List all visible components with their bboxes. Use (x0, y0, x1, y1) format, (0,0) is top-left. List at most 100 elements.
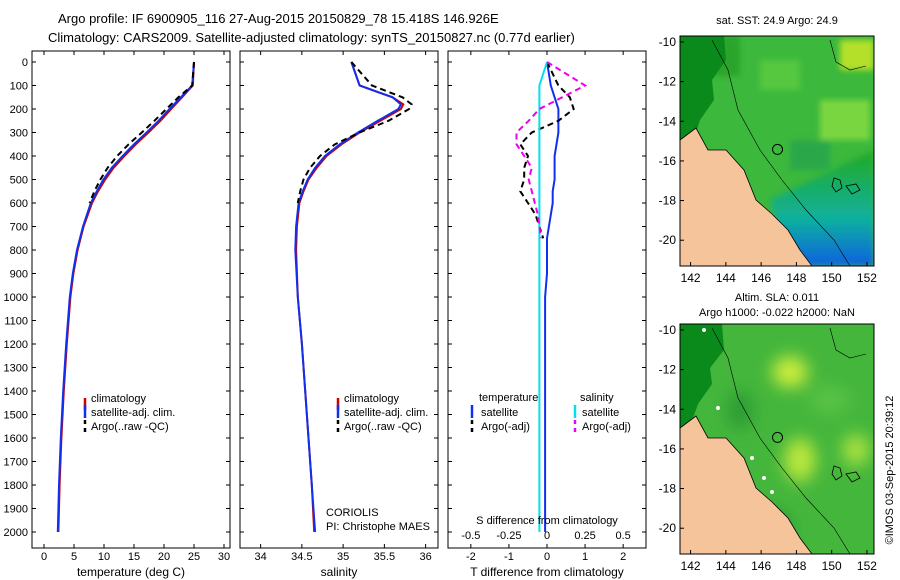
temperature-x-axis: 0 5 10 15 20 25 30 (41, 51, 230, 563)
depth-tick-label: 300 (10, 128, 28, 140)
x-tick-label: 2 (620, 551, 626, 563)
difference-axes-frame (447, 50, 647, 549)
s-diff-tick-label: 0.5 (616, 530, 631, 542)
map-y-tick-label: -16 (659, 442, 677, 456)
annotation-coriolis: CORIOLIS (326, 507, 379, 519)
series-line-salinity-argo-adj- (515, 61, 588, 239)
sla-map-subtitle: Argo h1000: -0.022 h2000: NaN (699, 307, 855, 319)
sla-cape-york-land (680, 324, 724, 432)
depth-tick-label: 400 (10, 151, 28, 163)
difference-legend: temperature salinity satellite satellite… (470, 392, 631, 433)
map-y-tick-label: -14 (659, 114, 677, 128)
header-line-1: Argo profile: IF 6900905_116 27-Aug-2015… (58, 11, 499, 26)
sla-low-anomaly (726, 390, 754, 430)
depth-tick-label: 1100 (4, 316, 28, 328)
t-difference-label: T difference from climatology (470, 565, 624, 579)
sst-queensland-land (680, 127, 813, 266)
sla-map-field (680, 324, 874, 554)
temperature-xlabel: temperature (deg C) (77, 565, 185, 579)
x-tick-label: 35 (337, 551, 349, 563)
sla-float-dots (702, 328, 774, 494)
depth-tick-label: 800 (10, 245, 28, 257)
x-tick-label: 15 (128, 551, 140, 563)
s-difference-label: S difference from climatology (476, 515, 618, 527)
salinity-panel: 34 34.5 35 35.5 36 salinity climatology sate… (239, 50, 439, 579)
map-y-tick-label: -20 (659, 233, 677, 247)
legend-temp-argo-label: Argo(-adj) (481, 421, 530, 433)
sst-warm-deep-region (770, 150, 874, 266)
depth-tick-label: 900 (10, 269, 28, 281)
salinity-x-axis: 34 34.5 35 35.5 36 (255, 51, 432, 563)
x-tick-label: 20 (158, 551, 170, 563)
sla-map-title: Altim. SLA: 0.011 (735, 292, 819, 304)
sst-patch (820, 100, 870, 140)
x-tick-label: 35.5 (374, 551, 395, 563)
map-y-tick-label: -20 (659, 521, 677, 535)
sla-argo-marker (772, 431, 783, 443)
map-y-tick-label: -10 (659, 323, 677, 337)
sla-float-dot (702, 328, 706, 332)
sst-argo-marker (772, 143, 783, 155)
depth-tick-label: 100 (10, 81, 28, 93)
salinity-legend: climatology satellite-adj. clim. Argo(..… (336, 393, 428, 433)
legend-argo-label: Argo(..raw -QC) (344, 421, 422, 433)
annotation-pi: PI: Christophe MAES (326, 521, 430, 533)
sst-map-title: sat. SST: 24.9 Argo: 24.9 (716, 15, 838, 27)
map-x-tick-label: 142 (681, 271, 701, 285)
map-x-tick-label: 144 (716, 559, 736, 573)
x-tick-label: 10 (98, 551, 110, 563)
legend-climatology-label: climatology (91, 393, 147, 405)
legend-salinity-title: salinity (580, 392, 614, 404)
salinity-depth-ticks (240, 61, 438, 533)
map-x-tick-label: 152 (857, 559, 877, 573)
depth-tick-label: 1300 (4, 363, 28, 375)
x-tick-label: -2 (466, 551, 476, 563)
series-line-temperature-satellite (544, 61, 560, 532)
depth-tick-label: 2000 (4, 527, 28, 539)
sst-cape-york-land (680, 36, 726, 150)
depth-tick-label: 1200 (4, 339, 28, 351)
sla-mid-anomaly (810, 386, 850, 414)
map-y-tick-label: -18 (659, 482, 677, 496)
sla-png-contour (829, 327, 867, 359)
difference-x-axis: -2 -1 0 1 2 -0.5 -0.25 0 0.25 0.5 (461, 51, 631, 563)
map-x-tick-label: 146 (751, 559, 771, 573)
sla-float-dot (762, 476, 766, 480)
sst-map-frame (679, 35, 875, 267)
map-x-tick-label: 142 (681, 559, 701, 573)
imos-credit: ©IMOS 03-Sep-2015 20:39:12 (884, 396, 896, 545)
sla-float-dot (716, 406, 720, 410)
sst-map-field (680, 36, 874, 266)
sla-high-anomaly (842, 434, 870, 466)
depth-tick-label: 1600 (4, 433, 28, 445)
map-y-tick-label: -12 (659, 363, 677, 377)
x-tick-label: 34.5 (291, 551, 312, 563)
sst-patch (790, 140, 830, 170)
series-line-satellite-adj-clim- (56, 61, 195, 533)
depth-tick-label: 200 (10, 104, 28, 116)
sst-shelf-contour (711, 39, 851, 266)
x-tick-label: 34 (255, 551, 267, 563)
sst-map-ticks: 142 144 146 148 150 152 -10 -12 -14 -16 -18 -20 (659, 35, 878, 285)
sla-reef-outline (831, 465, 861, 483)
depth-tick-label: 1400 (4, 386, 28, 398)
difference-lines (515, 61, 588, 532)
temperature-legend: climatology satellite-adj. clim. Argo(..… (83, 393, 175, 433)
map-y-tick-label: -18 (659, 194, 677, 208)
legend-satellite-label: satellite-adj. clim. (91, 407, 175, 419)
sla-map-panel: Altim. SLA: 0.011 Argo h1000: -0.022 h20… (659, 292, 878, 573)
x-tick-label: 0 (544, 551, 550, 563)
depth-tick-label: 1800 (4, 480, 28, 492)
sst-reef-outline (831, 177, 861, 195)
map-x-tick-label: 144 (716, 271, 736, 285)
salinity-lines (294, 61, 413, 533)
x-tick-label: 5 (71, 551, 77, 563)
header-line-2: Climatology: CARS2009. Satellite-adjuste… (48, 30, 575, 45)
depth-tick-label: 0 (22, 57, 28, 69)
depth-tick-label: 1000 (4, 292, 28, 304)
depth-tick-label: 1900 (4, 504, 28, 516)
depth-tick-label: 700 (10, 222, 28, 234)
legend-temperature-title: temperature (479, 392, 538, 404)
series-line-salinity-satellite (538, 61, 548, 532)
